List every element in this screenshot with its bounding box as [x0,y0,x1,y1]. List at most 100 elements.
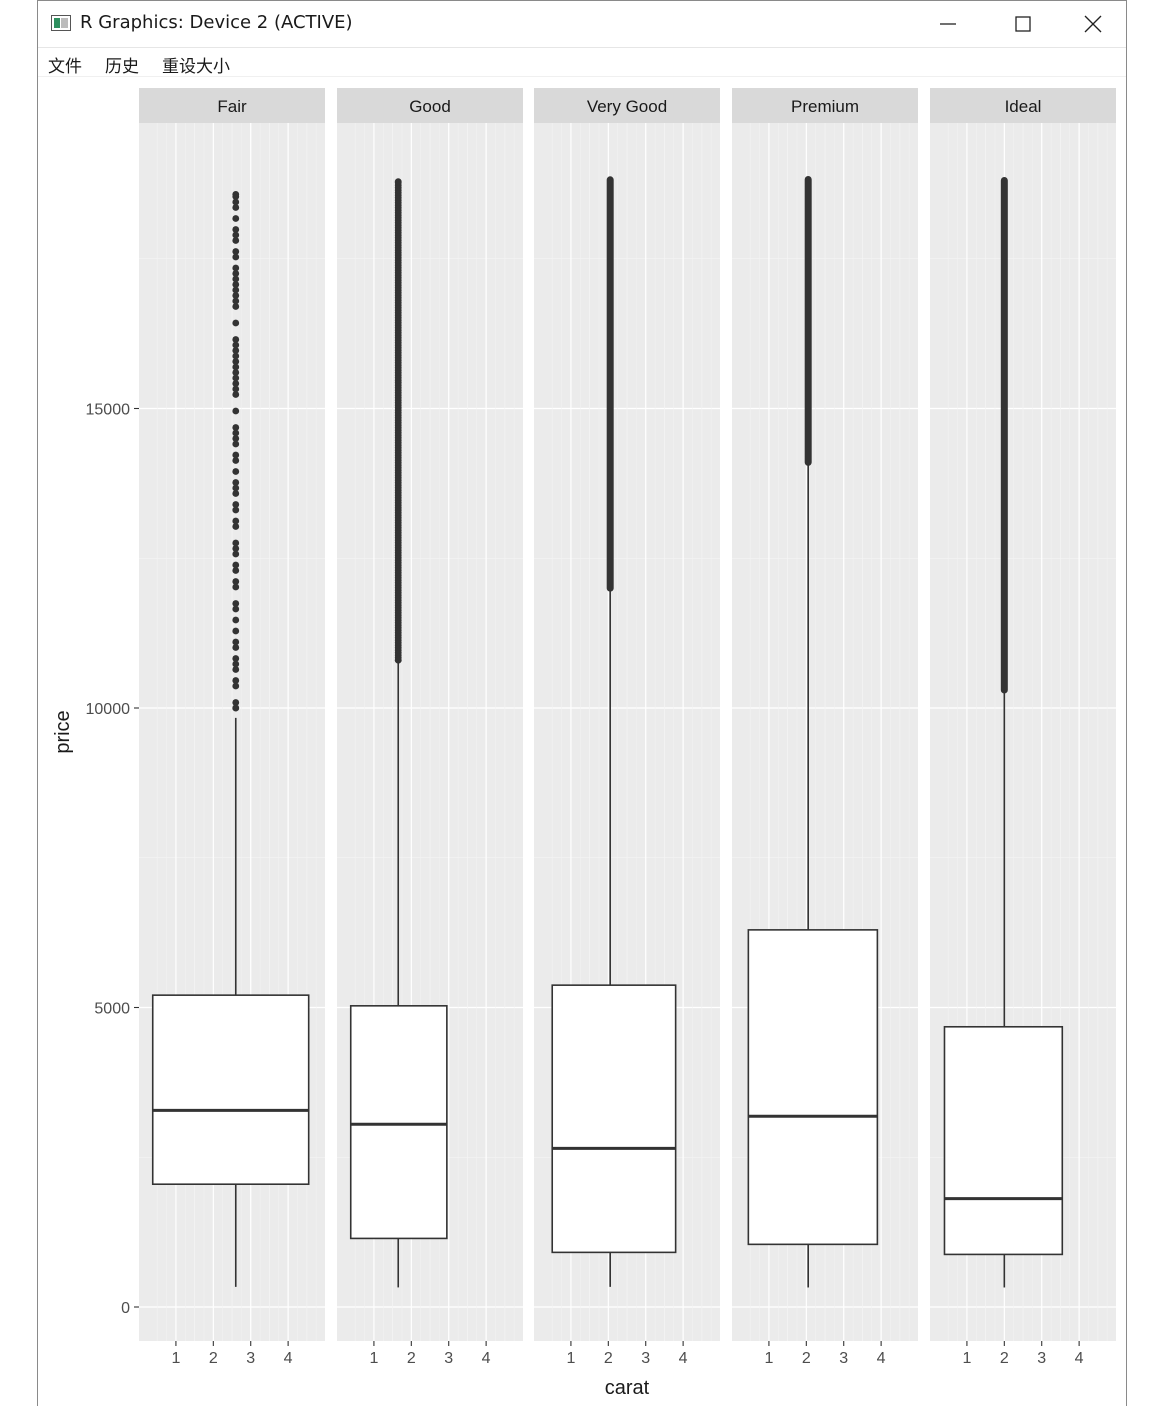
outlier-point [232,352,240,360]
box [747,929,879,1246]
outlier-point [232,682,240,690]
outlier-point [232,369,240,376]
facet-strip-label: Very Good [587,97,667,116]
outlier-point [232,435,240,442]
maximize-button[interactable] [993,1,1053,47]
outlier-point [232,374,240,382]
outlier-point [232,424,240,431]
outlier-point [232,363,240,371]
outlier-point [232,666,240,673]
outlier-point [232,297,240,305]
outlier-point [232,605,240,613]
outlier-point [232,253,240,261]
y-tick-label: 10000 [86,701,131,718]
box [349,1005,448,1240]
outlier-point [232,567,240,574]
outlier-point [232,336,240,343]
menu-history[interactable]: 历史 [105,57,139,77]
outlier-point [232,539,240,547]
close-icon [1084,15,1102,33]
x-tick-label: 1 [962,1350,971,1367]
outlier-point [232,380,240,387]
outlier-point [232,341,240,349]
outlier-point [232,638,240,646]
outlier-point [232,440,240,448]
x-tick-label: 2 [1000,1350,1009,1367]
minimize-icon [940,23,956,25]
outlier-point [232,451,240,459]
x-tick-label: 3 [246,1350,255,1367]
x-tick-label: 3 [641,1350,650,1367]
outlier-point [232,429,240,437]
maximize-icon [1015,16,1031,32]
outlier-point [232,490,240,497]
outlier-point [232,358,240,365]
outlier-point [232,237,240,244]
outlier-point [232,501,240,508]
outlier-point [232,479,240,486]
x-axis-title: carat [605,1377,650,1399]
outlier-point [232,286,240,294]
facet-strip [930,88,1116,123]
outlier-point [232,407,240,415]
x-tick-label: 2 [209,1350,218,1367]
y-axis-title: price [52,710,74,753]
x-tick-label: 4 [1075,1350,1084,1367]
outlier-point [232,281,240,288]
x-tick-label: 1 [171,1350,180,1367]
window-title: R Graphics: Device 2 (ACTIVE) [80,12,353,33]
x-tick-label: 4 [679,1350,688,1367]
outlier-point [232,248,240,255]
outlier-point [394,656,402,664]
outlier-point [232,215,240,222]
outlier-point [232,561,240,569]
outlier-point [232,468,240,475]
facet-strip [732,88,918,123]
y-tick-label: 15000 [86,402,131,419]
outlier-point [232,391,240,398]
y-tick-label: 5000 [94,1001,130,1018]
outlier-point [232,655,240,662]
outlier-point [232,545,240,552]
outlier-point [232,275,240,283]
x-tick-label: 3 [839,1350,848,1367]
menu-resize[interactable]: 重设大小 [162,57,230,77]
title-bar[interactable]: R Graphics: Device 2 (ACTIVE) [38,1,1126,48]
x-tick-label: 1 [566,1350,575,1367]
outlier-point [232,704,240,712]
menu-file[interactable]: 文件 [48,57,82,77]
x-tick-label: 4 [482,1350,491,1367]
r-graphics-app-icon [51,15,71,31]
outlier-point [232,457,240,464]
outlier-point [232,517,240,525]
outlier-point [232,660,240,668]
x-tick-label: 3 [1037,1350,1046,1367]
outlier-point [232,226,240,233]
outlier-point [232,616,240,624]
outlier-point [232,550,240,558]
facet-strip [337,88,523,123]
outlier-point [232,583,240,591]
x-tick-label: 4 [284,1350,293,1367]
x-tick-label: 2 [802,1350,811,1367]
minimize-button[interactable] [918,1,978,47]
outlier-point [232,699,240,706]
outlier-point [232,191,240,198]
close-button[interactable] [1063,1,1123,47]
facet-strip [139,88,325,123]
facet-strip [534,88,720,123]
outlier-point [232,198,240,206]
outlier-point [232,204,240,211]
box [151,994,310,1186]
outlier-point [394,178,402,185]
outlier-point [232,270,240,277]
outlier-point [232,292,240,299]
x-tick-label: 1 [764,1350,773,1367]
plot-area: Fair 1 2 3 4 Good 1 2 3 4 Very Good 1 2 3 4 Premium 1 2 3 4… [38,77,1126,1407]
outlier-point [232,644,240,651]
outlier-point [232,264,240,272]
faceted-boxplot-chart: Fair 1 2 3 4 Good 1 2 3 4 Very Good 1 2 3 4 Premium 1 2 3 4… [52,88,1116,1399]
facet-strip-label: Ideal [1005,97,1042,116]
outlier-point [232,484,240,492]
outlier-point [232,506,240,514]
